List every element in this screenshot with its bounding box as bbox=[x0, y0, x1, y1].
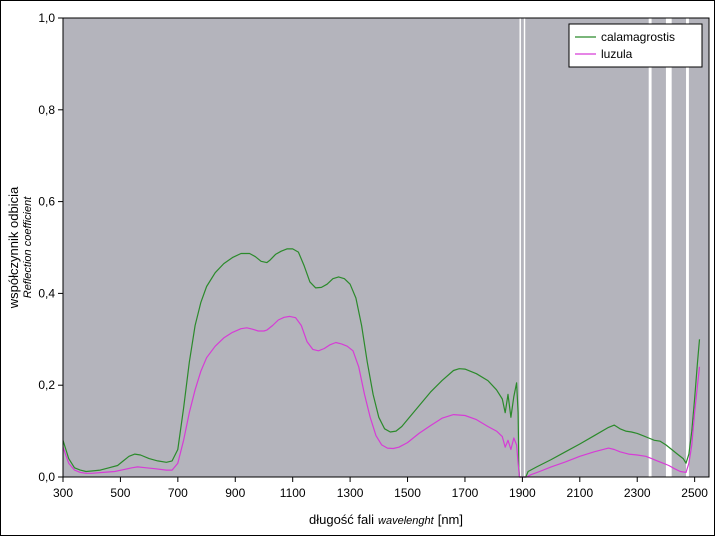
axis-ticks: 300 500 700 900 1100 1300 1500 1700 1900 2100 2300… bbox=[38, 11, 708, 500]
y-tick-label-2: 0,4 bbox=[38, 286, 55, 300]
legend: calamagrostis luzula bbox=[568, 23, 703, 68]
y-tick-label-5: 1,0 bbox=[38, 11, 55, 25]
y-axis-title-italic: Reflection coefficient bbox=[22, 196, 34, 298]
x-tick-label-1700: 1700 bbox=[452, 486, 479, 500]
data-gap-bands bbox=[519, 18, 689, 477]
x-axis-title: długość fali wavelenght [nm] bbox=[309, 512, 463, 527]
x-tick-label-1300: 1300 bbox=[337, 486, 364, 500]
y-tick-label-0: 0,0 bbox=[38, 470, 55, 484]
x-tick-label-2500: 2500 bbox=[681, 486, 708, 500]
y-tick-label-3: 0,6 bbox=[38, 195, 55, 209]
x-tick-label-1900: 1900 bbox=[509, 486, 536, 500]
gap-band-3 bbox=[665, 18, 672, 477]
x-tick-label-700: 700 bbox=[168, 486, 188, 500]
series-line-luzula bbox=[62, 315, 701, 478]
gap-band-1 bbox=[523, 18, 526, 477]
x-tick-label-2100: 2100 bbox=[566, 486, 593, 500]
plot-border bbox=[62, 17, 710, 478]
plot-area bbox=[63, 18, 709, 477]
y-axis-title-main: współczynnik odbicia bbox=[6, 186, 21, 309]
x-tick-label-1100: 1100 bbox=[280, 486, 306, 500]
legend-label-luzula: luzula bbox=[601, 47, 633, 61]
x-tick-label-500: 500 bbox=[110, 486, 130, 500]
legend-box bbox=[568, 23, 703, 68]
x-axis-title-main: długość fali bbox=[309, 512, 374, 527]
x-tick-label-300: 300 bbox=[53, 486, 73, 500]
x-tick-label-1500: 1500 bbox=[394, 486, 421, 500]
series-line-calamagrostis bbox=[62, 248, 701, 478]
y-tick-label-4: 0,8 bbox=[38, 103, 55, 117]
gap-band-0 bbox=[519, 18, 521, 477]
gap-band-4 bbox=[686, 18, 689, 477]
x-tick-label-900: 900 bbox=[225, 486, 245, 500]
gap-band-2 bbox=[648, 18, 652, 477]
legend-label-calamagrostis: calamagrostis bbox=[601, 30, 675, 44]
y-axis-title: współczynnik odbicia Reflection coeffici… bbox=[6, 186, 34, 309]
x-tick-label-2300: 2300 bbox=[624, 486, 651, 500]
x-axis-title-unit: [nm] bbox=[438, 512, 463, 527]
y-tick-label-1: 0,2 bbox=[38, 378, 55, 392]
series-lines bbox=[62, 248, 701, 478]
x-axis-title-italic: wavelenght bbox=[378, 515, 435, 527]
